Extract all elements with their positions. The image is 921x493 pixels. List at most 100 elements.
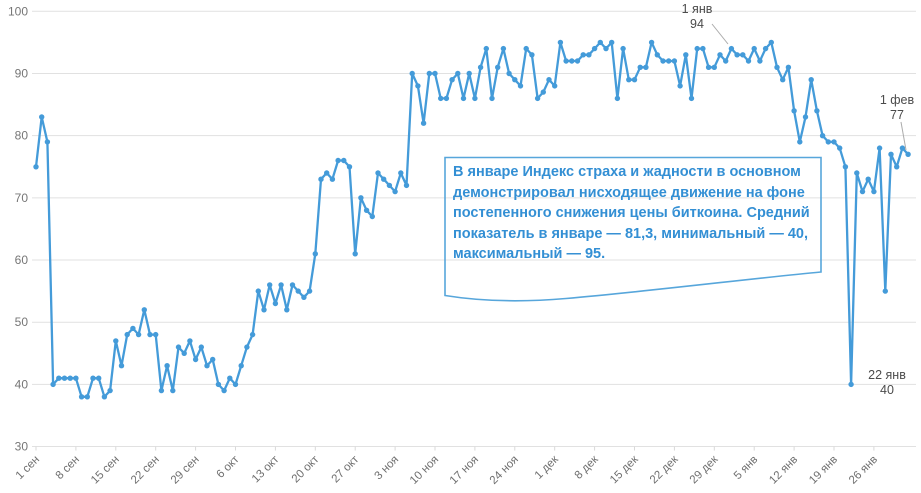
- data-point: [432, 70, 438, 77]
- data-point: [614, 95, 621, 102]
- data-point: [50, 381, 56, 388]
- data-point: [124, 331, 130, 338]
- svg-text:13 окт: 13 окт: [250, 453, 282, 485]
- x-axis-label-17: 29 дек: [688, 453, 721, 486]
- svg-text:1 дек: 1 дек: [533, 453, 562, 482]
- data-point: [512, 77, 518, 83]
- data-point: [837, 145, 843, 151]
- data-point: [335, 157, 341, 164]
- annotation-jan22-date: 22 янв: [868, 368, 906, 382]
- svg-text:22 дек: 22 дек: [648, 453, 681, 486]
- data-point: [557, 39, 564, 46]
- svg-text:8 сен: 8 сен: [54, 454, 82, 482]
- data-point: [153, 331, 159, 338]
- data-point: [449, 77, 455, 83]
- data-point: [734, 52, 740, 58]
- data-point: [249, 331, 256, 338]
- data-point: [899, 145, 906, 151]
- data-point: [324, 170, 330, 176]
- data-point: [198, 344, 204, 350]
- data-point: [666, 58, 672, 64]
- feb1-leader-line: [900, 121, 907, 151]
- data-point: [580, 52, 586, 58]
- annotation-jan1-value: 94: [690, 17, 704, 31]
- data-point: [369, 213, 375, 220]
- data-point: [130, 325, 136, 332]
- data-point: [780, 77, 786, 83]
- x-axis-label-6: 13 окт: [250, 453, 282, 485]
- data-point: [33, 164, 39, 170]
- svg-text:29 сен: 29 сен: [169, 454, 202, 487]
- data-point: [443, 95, 450, 102]
- svg-text:12 янв: 12 янв: [767, 454, 800, 487]
- data-point: [483, 45, 489, 52]
- data-point: [495, 64, 501, 71]
- data-point: [534, 95, 541, 102]
- x-axis-label-1: 8 сен: [54, 454, 82, 482]
- data-point: [301, 294, 307, 300]
- data-point: [261, 307, 267, 313]
- x-axis-label-19: 12 янв: [767, 454, 800, 487]
- data-point: [620, 45, 626, 52]
- data-point: [118, 363, 125, 369]
- data-point: [791, 108, 797, 114]
- data-point: [346, 164, 353, 170]
- data-point: [278, 282, 284, 288]
- svg-text:24 ноя: 24 ноя: [488, 454, 521, 487]
- svg-text:15 сен: 15 сен: [89, 454, 122, 487]
- data-point: [341, 157, 347, 164]
- annotation-decor-layer: [444, 23, 907, 302]
- data-point: [420, 120, 427, 126]
- data-point: [688, 95, 695, 102]
- svg-text:20 окт: 20 окт: [290, 453, 322, 485]
- data-point: [894, 164, 900, 170]
- annotation-feb1: 1 фев 77: [870, 93, 921, 123]
- data-point: [175, 344, 182, 350]
- x-axis-label-21: 26 янв: [847, 454, 880, 487]
- data-point: [164, 363, 170, 369]
- y-axis-label-30: 30: [15, 440, 29, 454]
- data-point: [723, 58, 729, 64]
- annotation-jan1-date: 1 янв: [681, 2, 713, 16]
- x-axis-label-2: 15 сен: [89, 454, 122, 487]
- data-series-layer: [33, 39, 911, 400]
- data-point: [591, 45, 598, 52]
- data-point: [597, 39, 603, 46]
- data-point: [329, 176, 336, 182]
- x-axis-label-13: 1 дек: [533, 453, 562, 482]
- data-point: [96, 375, 102, 381]
- data-point: [814, 108, 820, 114]
- data-point: [147, 331, 153, 338]
- data-point: [552, 83, 558, 89]
- x-axis-label-8: 27 окт: [330, 453, 362, 485]
- data-point: [107, 387, 113, 394]
- gridlines-layer: [32, 10, 916, 448]
- callout-box-border: [444, 156, 822, 302]
- data-point: [489, 95, 495, 102]
- x-axis-label-15: 15 дек: [608, 453, 641, 486]
- data-point: [660, 58, 666, 64]
- y-axis-label-40: 40: [15, 377, 29, 391]
- data-point: [529, 52, 535, 58]
- svg-text:17 ноя: 17 ноя: [448, 454, 481, 487]
- data-point: [295, 288, 301, 294]
- annotation-jan1: 1 янв 94: [670, 2, 724, 32]
- data-point: [717, 52, 723, 58]
- annotation-jan22: 22 янв 40: [856, 368, 918, 398]
- data-point: [381, 176, 387, 182]
- data-point: [586, 52, 592, 58]
- x-axis-label-4: 29 сен: [169, 454, 202, 487]
- data-point: [438, 95, 444, 102]
- data-point: [272, 300, 279, 307]
- data-point: [358, 195, 364, 201]
- data-point: [540, 89, 546, 95]
- data-point: [757, 58, 763, 64]
- data-point: [375, 170, 381, 176]
- x-axis-label-12: 24 ноя: [488, 454, 521, 487]
- data-point: [398, 170, 404, 176]
- data-point: [56, 375, 62, 381]
- svg-text:8 дек: 8 дек: [573, 453, 602, 482]
- data-point: [740, 52, 746, 58]
- y-axis-label-50: 50: [15, 315, 29, 329]
